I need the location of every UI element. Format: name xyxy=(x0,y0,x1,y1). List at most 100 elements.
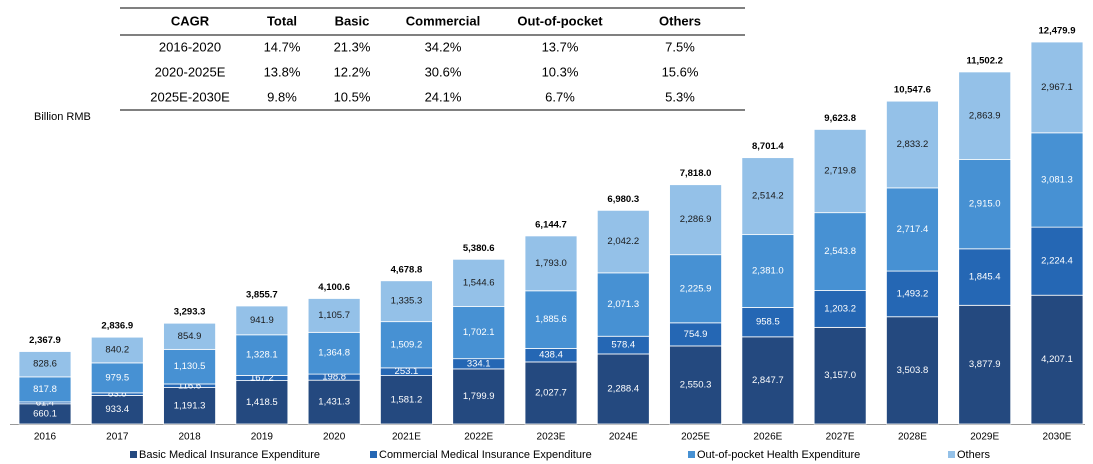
bar-segment xyxy=(741,336,795,425)
table-header: Others xyxy=(659,13,701,28)
total-label: 4,678.8 xyxy=(391,264,423,275)
x-tick-label: 2030E xyxy=(1043,432,1072,443)
table-cell: 2025E-2030E xyxy=(150,89,230,104)
table-cell: 12.2% xyxy=(334,64,371,79)
segment-label: 3,877.9 xyxy=(969,359,1001,370)
table-header: Basic xyxy=(335,13,370,28)
bar-segment xyxy=(813,212,867,291)
segment-label: 1,493.2 xyxy=(897,288,929,299)
table-header: Out-of-pocket xyxy=(517,13,603,28)
x-tick-label: 2026E xyxy=(753,432,782,443)
bar-segment xyxy=(741,234,795,308)
bar-segment xyxy=(452,368,506,425)
bar-segment xyxy=(90,336,144,364)
table-cell: 13.7% xyxy=(542,39,579,54)
segment-label: 334.1 xyxy=(467,358,491,369)
unit-label: Billion RMB xyxy=(34,111,91,123)
total-label: 2,836.9 xyxy=(101,321,133,332)
total-label: 9,623.8 xyxy=(824,113,856,124)
legend-swatch xyxy=(370,451,377,458)
bar-segment xyxy=(307,331,361,375)
bar-segment xyxy=(886,270,939,318)
segment-label: 1,431.3 xyxy=(318,397,350,408)
bar-segment xyxy=(1030,226,1084,296)
segment-label: 933.4 xyxy=(105,404,129,415)
segment-label: 2,833.2 xyxy=(897,139,929,150)
total-label: 11,502.2 xyxy=(966,55,1002,66)
segment-label: 2,543.8 xyxy=(824,246,856,257)
segment-label: 198.8 xyxy=(322,372,346,383)
segment-label: 2,225.9 xyxy=(680,283,712,294)
segment-label: 1,418.5 xyxy=(246,397,278,408)
x-tick-label: 2016 xyxy=(34,432,57,443)
table-cell: 30.6% xyxy=(425,64,462,79)
segment-label: 2,550.3 xyxy=(680,379,712,390)
bar-segment xyxy=(307,298,361,333)
bar-segment xyxy=(235,380,289,425)
segment-label: 2,071.3 xyxy=(607,299,639,310)
x-tick-label: 2021E xyxy=(392,432,421,443)
segment-label: 2,717.4 xyxy=(897,224,929,235)
segment-label: 828.6 xyxy=(33,359,57,370)
segment-label: 438.4 xyxy=(539,350,563,361)
bar-segment xyxy=(958,159,1012,250)
total-label: 3,855.7 xyxy=(246,289,278,300)
segment-label: 4,207.1 xyxy=(1041,354,1073,365)
legend-swatch xyxy=(688,451,695,458)
total-label: 4,100.6 xyxy=(318,282,350,293)
table-header: CAGR xyxy=(171,13,210,28)
bar-segment xyxy=(596,272,650,337)
bar-segment xyxy=(813,290,867,328)
segment-label: 2,967.1 xyxy=(1041,82,1073,93)
table-header: Total xyxy=(267,13,297,28)
total-label: 7,818.0 xyxy=(680,168,712,179)
segment-label: 1,799.9 xyxy=(463,391,495,402)
segment-label: 2,027.7 xyxy=(535,387,567,398)
segment-label: 253.1 xyxy=(395,366,419,377)
segment-label: 83.8 xyxy=(108,389,127,400)
bar-segment xyxy=(596,209,650,274)
segment-label: 1,581.2 xyxy=(391,394,423,405)
segment-label: 1,509.2 xyxy=(391,339,423,350)
segment-label: 3,081.3 xyxy=(1041,174,1073,185)
segment-label: 2,847.7 xyxy=(752,375,784,386)
bar-segment xyxy=(886,316,939,425)
segment-label: 1,793.0 xyxy=(535,258,567,269)
x-tick-label: 2029E xyxy=(970,432,999,443)
bar-segment xyxy=(813,326,867,425)
segment-label: 1,328.1 xyxy=(246,350,278,361)
x-tick-label: 2019 xyxy=(251,432,274,443)
legend-label: Out-of-pocket Health Expenditure xyxy=(697,449,860,461)
bar-segment xyxy=(741,307,795,338)
bar-segment xyxy=(958,248,1012,306)
table-cell: 6.7% xyxy=(545,89,575,104)
segment-label: 941.9 xyxy=(250,315,274,326)
table-cell: 2020-2025E xyxy=(155,64,226,79)
total-label: 12,479.9 xyxy=(1039,26,1076,37)
total-label: 3,293.3 xyxy=(174,307,206,318)
x-tick-label: 2027E xyxy=(826,432,855,443)
segment-label: 2,042.2 xyxy=(607,236,639,247)
segment-label: 2,286.9 xyxy=(680,214,712,225)
segment-label: 1,885.6 xyxy=(535,314,567,325)
segment-label: 2,224.4 xyxy=(1041,256,1073,267)
bar-segment xyxy=(452,306,506,360)
bar-segment xyxy=(524,235,578,292)
segment-label: 1,845.4 xyxy=(969,272,1001,283)
table-cell: 10.5% xyxy=(334,89,371,104)
segment-label: 2,915.0 xyxy=(969,199,1001,210)
legend-swatch xyxy=(130,451,137,458)
bar-segment xyxy=(958,304,1012,425)
table-cell: 15.6% xyxy=(662,64,699,79)
segment-label: 2,863.9 xyxy=(969,110,1001,121)
bar-segment xyxy=(958,71,1012,160)
bar-segment xyxy=(90,362,144,394)
segment-label: 3,157.0 xyxy=(824,370,856,381)
segment-label: 167.2 xyxy=(250,373,274,384)
bar-segment xyxy=(452,258,506,307)
segment-label: 3,503.8 xyxy=(897,365,929,376)
segment-label: 2,288.4 xyxy=(607,383,639,394)
bar-segment xyxy=(18,351,72,378)
x-tick-label: 2017 xyxy=(106,432,129,443)
